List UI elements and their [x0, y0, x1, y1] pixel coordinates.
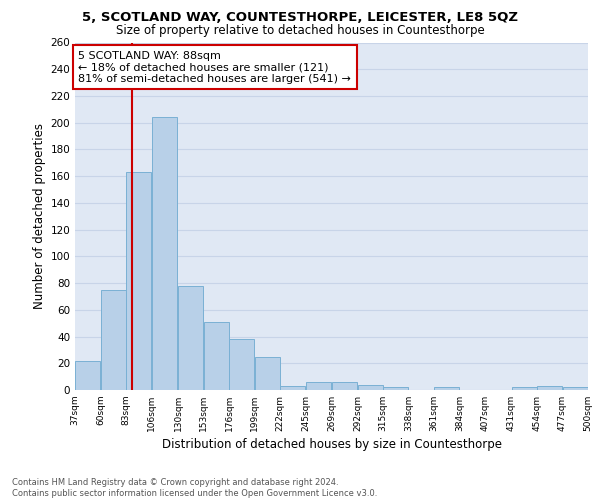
Bar [305, 382, 331, 390]
Bar [383, 388, 409, 390]
Y-axis label: Number of detached properties: Number of detached properties [33, 123, 46, 309]
Text: Contains HM Land Registry data © Crown copyright and database right 2024.
Contai: Contains HM Land Registry data © Crown c… [12, 478, 377, 498]
Bar [126, 172, 151, 390]
Bar [358, 384, 383, 390]
Bar [178, 286, 203, 390]
Bar [434, 388, 460, 390]
Bar [537, 386, 562, 390]
Bar [563, 388, 588, 390]
Text: 5, SCOTLAND WAY, COUNTESTHORPE, LEICESTER, LE8 5QZ: 5, SCOTLAND WAY, COUNTESTHORPE, LEICESTE… [82, 11, 518, 24]
Bar [332, 382, 358, 390]
Text: 5 SCOTLAND WAY: 88sqm
← 18% of detached houses are smaller (121)
81% of semi-det: 5 SCOTLAND WAY: 88sqm ← 18% of detached … [79, 50, 351, 84]
Text: Size of property relative to detached houses in Countesthorpe: Size of property relative to detached ho… [116, 24, 484, 37]
Bar [229, 339, 254, 390]
Bar [280, 386, 305, 390]
Bar [152, 118, 177, 390]
Bar [101, 290, 126, 390]
Bar [254, 356, 280, 390]
Bar [75, 360, 100, 390]
Bar [512, 388, 537, 390]
Bar [203, 322, 229, 390]
X-axis label: Distribution of detached houses by size in Countesthorpe: Distribution of detached houses by size … [161, 438, 502, 451]
